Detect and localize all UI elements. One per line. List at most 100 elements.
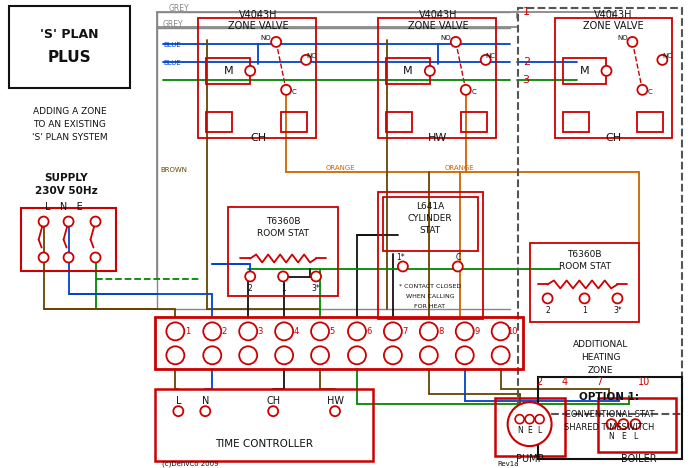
Circle shape [311,271,321,281]
Text: 2: 2 [522,57,530,67]
Text: (c)DenvCo 2009: (c)DenvCo 2009 [162,461,219,468]
Text: ZONE VALVE: ZONE VALVE [228,21,288,31]
Bar [386,58,430,84]
Text: 9: 9 [474,327,480,336]
Circle shape [453,262,463,271]
Circle shape [542,293,553,303]
Circle shape [39,253,48,263]
Text: ROOM STAT: ROOM STAT [558,262,611,271]
Text: PLUS: PLUS [48,51,91,66]
Text: HW: HW [326,396,344,406]
Text: TIME CONTROLLER: TIME CONTROLLER [215,439,313,449]
Bar [638,112,663,132]
Text: ORANGE: ORANGE [325,165,355,171]
Circle shape [398,262,408,271]
Circle shape [535,415,544,424]
Circle shape [492,322,510,340]
Text: HEATING: HEATING [581,353,620,362]
Text: L: L [633,431,638,441]
Text: 'S' PLAN: 'S' PLAN [40,29,99,42]
Text: SUPPLY: SUPPLY [45,173,88,183]
Text: T6360B: T6360B [567,250,602,259]
Text: N: N [609,431,614,441]
Text: T6360B: T6360B [266,217,300,226]
Circle shape [245,66,255,76]
Circle shape [348,346,366,364]
Text: 6: 6 [366,327,372,336]
Text: 2: 2 [221,327,227,336]
Text: ZONE: ZONE [588,366,613,375]
Circle shape [425,66,435,76]
Text: CYLINDER: CYLINDER [408,214,452,223]
Text: C: C [471,89,476,95]
Circle shape [239,322,257,340]
Circle shape [384,322,402,340]
Text: L: L [175,396,181,406]
Text: 230V 50Hz: 230V 50Hz [35,186,98,196]
Text: 1: 1 [582,306,587,315]
Circle shape [492,346,510,364]
Bar [386,112,412,132]
Circle shape [200,406,210,416]
Text: L: L [538,425,542,435]
Text: C: C [455,253,460,262]
Bar [530,242,640,322]
Text: BOILER: BOILER [620,454,656,464]
Circle shape [456,322,474,340]
Circle shape [63,253,74,263]
Text: 1: 1 [281,284,286,293]
Bar [155,317,522,369]
Circle shape [508,402,551,446]
Bar [538,377,682,459]
Text: NC: NC [306,53,316,59]
Text: HW: HW [428,133,448,143]
Text: GREY: GREY [168,5,189,14]
Text: CONVENTIONAL STAT: CONVENTIONAL STAT [564,410,654,419]
Circle shape [607,419,616,429]
Text: 7: 7 [596,377,602,387]
Text: 3: 3 [522,75,530,85]
Text: 2: 2 [545,306,550,315]
Text: 1: 1 [185,327,190,336]
Circle shape [384,346,402,364]
Text: 8: 8 [438,327,444,336]
Circle shape [451,37,461,47]
Text: M: M [403,66,413,76]
Bar [9,6,130,88]
Circle shape [239,346,257,364]
Text: 7: 7 [402,327,408,336]
Circle shape [618,419,629,429]
Text: 2: 2 [537,377,543,387]
Circle shape [281,85,291,95]
Text: ROOM STAT: ROOM STAT [257,229,309,238]
Circle shape [268,406,278,416]
Circle shape [330,406,340,416]
Circle shape [461,85,471,95]
Text: 10: 10 [638,377,651,387]
Bar [562,112,589,132]
Text: STAT: STAT [420,226,440,235]
Text: M: M [580,66,589,76]
Text: 3: 3 [257,327,263,336]
Circle shape [39,217,48,227]
Text: NO: NO [617,35,628,41]
Text: C: C [648,89,653,95]
Text: SHARED TIMESWITCH: SHARED TIMESWITCH [564,423,655,431]
Circle shape [631,419,640,429]
Circle shape [173,406,184,416]
Circle shape [63,217,74,227]
Circle shape [204,322,221,340]
Bar [495,398,564,456]
Text: 3*: 3* [312,284,320,293]
Text: 1*: 1* [397,253,405,262]
Circle shape [602,66,611,76]
Circle shape [311,322,329,340]
Text: 2: 2 [248,284,253,293]
Circle shape [278,271,288,281]
Bar [281,112,307,132]
Text: NC: NC [486,53,495,59]
Text: * CONTACT CLOSED: * CONTACT CLOSED [399,284,461,289]
Text: CH: CH [266,396,280,406]
Text: ZONE VALVE: ZONE VALVE [408,21,468,31]
Circle shape [90,253,101,263]
